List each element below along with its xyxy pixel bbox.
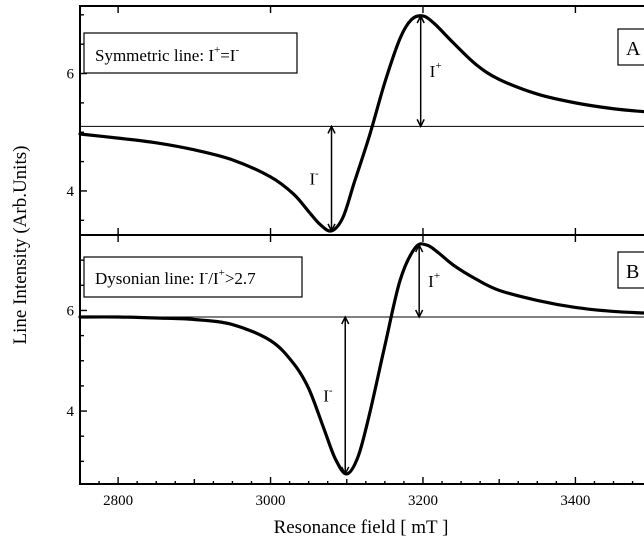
minus-arrow-head-bottom xyxy=(341,466,350,476)
minus-arrow-head-top xyxy=(341,315,350,325)
plus-arrow-head-bottom xyxy=(414,309,424,319)
panel-a-ytick-label: 4 xyxy=(67,184,75,200)
panel-a-annotation-box xyxy=(83,32,298,74)
panel-b-annotation: Dysonian line: I-/I+>2.7 xyxy=(95,267,256,288)
panel-b-label: B xyxy=(626,261,639,283)
panel-b-label-box xyxy=(617,251,644,289)
panel-a-series-line xyxy=(78,14,644,233)
x-tick-label: 3000 xyxy=(256,493,286,509)
plot-frame xyxy=(79,5,644,485)
panel-b-ytick-label: 4 xyxy=(67,404,75,420)
minus-arrow-head-bottom xyxy=(327,223,336,233)
panel-b-annotation-box xyxy=(83,256,303,298)
panel-b-minus-label: I- xyxy=(323,384,333,405)
panel-a-annotation: Symmetric line: I+=I- xyxy=(95,44,239,65)
panel-a: Symmetric line: I+=I- A I- I+ 4 6 xyxy=(67,6,644,233)
panel-b-series-line xyxy=(78,242,644,476)
x-tick-label: 3400 xyxy=(560,493,590,509)
panel-a-arrows xyxy=(327,14,425,233)
x-axis-title: Resonance field [ mT ] xyxy=(274,517,449,538)
y-axis-title: Line Intensity (Arb.Units) xyxy=(10,146,31,345)
panel-b-plus-label: I+ xyxy=(428,270,440,291)
panel-b: Dysonian line: I-/I+>2.7 B I- I+ 4 6 xyxy=(67,235,644,476)
plus-arrow-head-bottom xyxy=(416,119,425,129)
plus-arrow-head-top xyxy=(414,243,424,253)
panel-a-label: A xyxy=(626,38,641,60)
panel-b-ticks xyxy=(80,235,577,463)
panel-a-ytick-label: 6 xyxy=(67,67,75,83)
minus-arrow-head-top xyxy=(327,124,336,134)
plus-arrow-head-top xyxy=(416,14,425,24)
panel-b-ytick-label: 6 xyxy=(67,303,75,319)
panel-b-arrows xyxy=(341,243,424,476)
panel-a-minus-label: I- xyxy=(310,168,320,189)
panel-a-label-box xyxy=(617,28,644,66)
x-tick-label: 3200 xyxy=(408,493,438,509)
panel-a-plus-label: I+ xyxy=(430,60,442,81)
x-tick-label: 2800 xyxy=(103,493,133,509)
x-axis-ticks xyxy=(98,228,634,484)
